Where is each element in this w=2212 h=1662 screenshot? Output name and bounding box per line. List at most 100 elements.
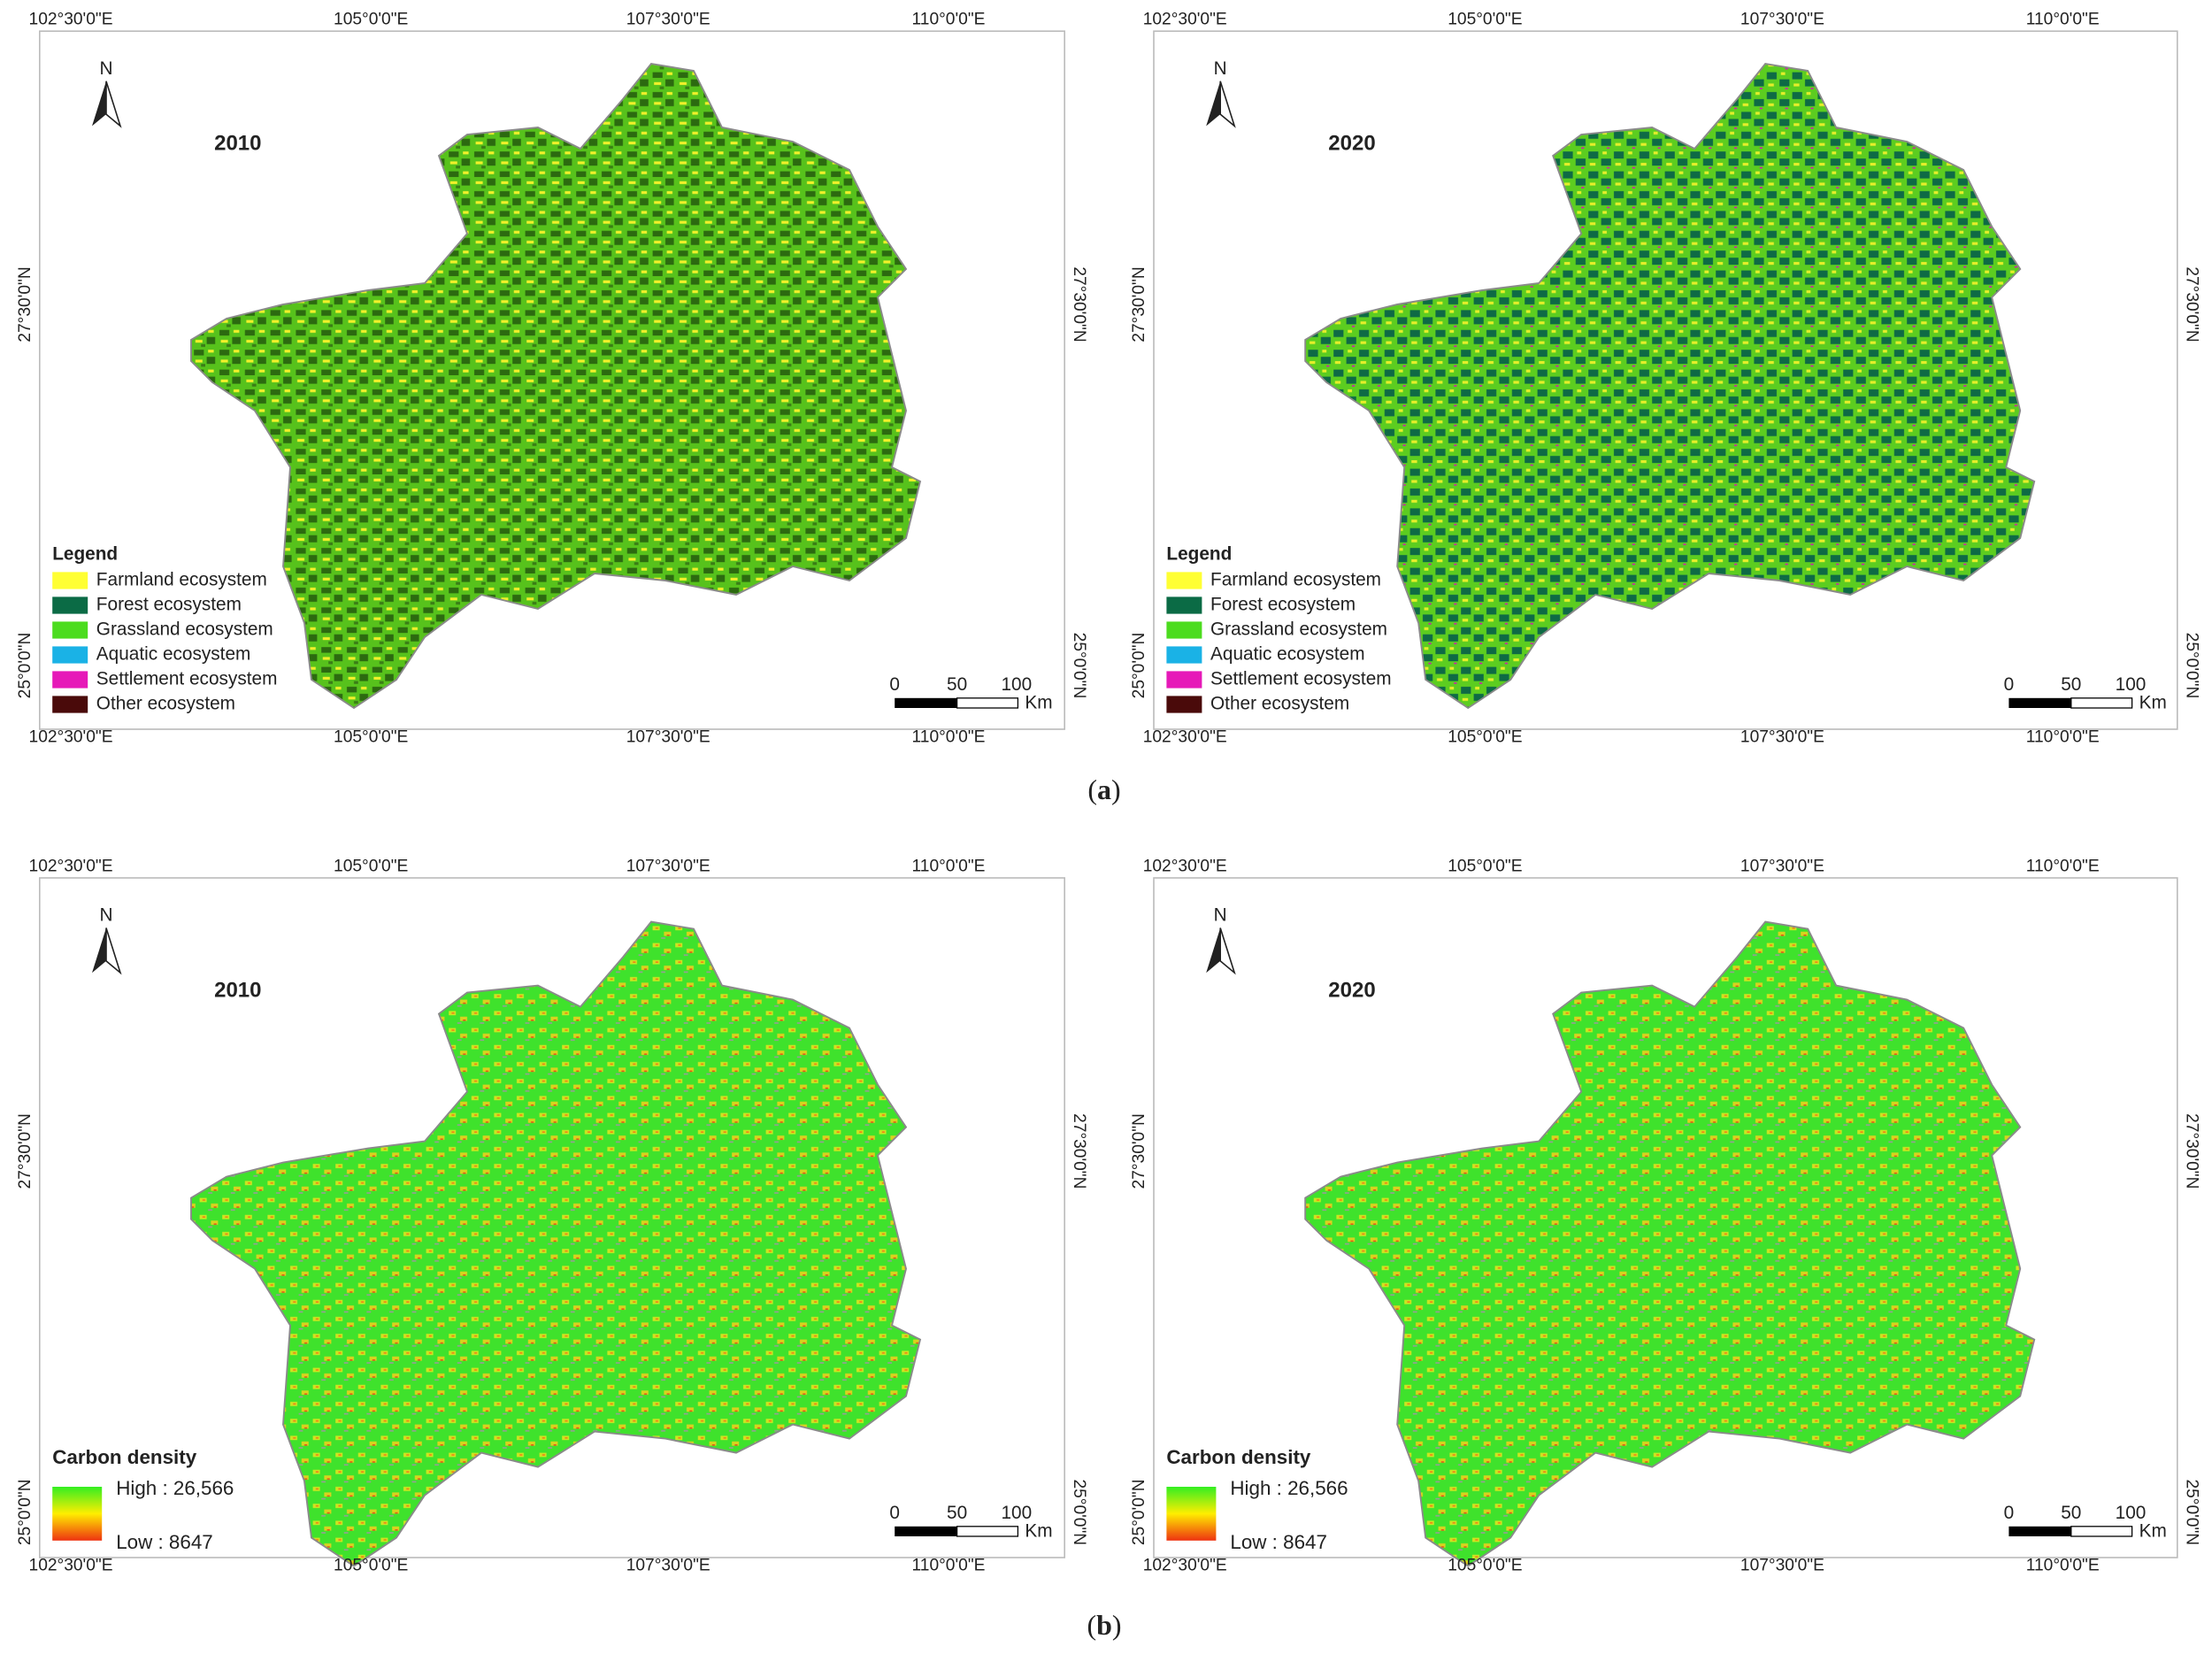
scale-label: 0 xyxy=(889,1503,900,1523)
scale-label: 100 xyxy=(2116,1503,2147,1523)
scale-bar xyxy=(956,697,1019,709)
legend-swatch xyxy=(52,646,88,664)
legend-label: Other ecosystem xyxy=(1210,694,1349,714)
longitude-label: 110°0'0"E xyxy=(2026,857,2100,875)
longitude-label: 102°30'0"E xyxy=(29,10,113,28)
scale-unit: Km xyxy=(2139,1521,2167,1542)
scale-bar xyxy=(895,697,957,708)
legend-swatch xyxy=(1166,621,1202,639)
longitude-label: 102°30'0"E xyxy=(1143,857,1227,875)
longitude-label: 105°0'0"E xyxy=(1448,857,1522,875)
legend-swatch xyxy=(52,572,88,589)
longitude-label: 105°0'0"E xyxy=(334,857,408,875)
north-label: N xyxy=(99,905,112,926)
longitude-label: 105°0'0"E xyxy=(334,1557,408,1575)
latitude-label: 25°0'0"N xyxy=(16,633,35,699)
legend-label: Other ecosystem xyxy=(96,694,235,714)
longitude-label: 110°0'0"E xyxy=(2026,728,2100,747)
caption-part: ) xyxy=(1112,1609,1122,1641)
north-label: N xyxy=(99,58,112,79)
legend-label: Forest ecosystem xyxy=(1210,595,1356,615)
legend-swatch xyxy=(52,596,88,614)
latitude-label: 27°30'0"N xyxy=(2183,1113,2201,1189)
caption-part: ( xyxy=(1087,773,1097,805)
longitude-label: 110°0'0"E xyxy=(912,728,986,747)
legend-label: Aquatic ecosystem xyxy=(96,644,251,665)
scale-label: 0 xyxy=(889,674,900,695)
scale-bar xyxy=(956,1526,1019,1537)
scale-bar xyxy=(2070,697,2133,709)
legend-label: Farmland ecosystem xyxy=(96,570,267,590)
legend-label: Grassland ecosystem xyxy=(96,619,273,640)
caption-part: ( xyxy=(1087,1609,1096,1641)
year-label: 2020 xyxy=(1328,978,1375,1002)
latitude-label: 27°30'0"N xyxy=(1130,266,1148,342)
legend-gradient xyxy=(52,1487,103,1541)
longitude-label: 105°0'0"E xyxy=(1448,10,1522,28)
legend-label: Farmland ecosystem xyxy=(1210,570,1381,590)
longitude-label: 105°0'0"E xyxy=(1448,1557,1522,1575)
scale-label: 0 xyxy=(2004,674,2015,695)
scale-bar xyxy=(2008,697,2071,708)
latitude-label: 27°30'0"N xyxy=(1070,266,1088,342)
longitude-label: 105°0'0"E xyxy=(334,10,408,28)
legend-swatch xyxy=(1166,671,1202,689)
legend-high: High : 26,566 xyxy=(1230,1477,1348,1499)
legend-gradient xyxy=(1166,1487,1217,1541)
map-panel: 102°30'0"E 105°0'0"E 107°30'0"E 110°0'0"E 10… xyxy=(16,857,1088,1574)
legend-high: High : 26,566 xyxy=(116,1477,234,1499)
legend-swatch xyxy=(1166,572,1202,589)
latitude-label: 27°30'0"N xyxy=(2183,266,2201,342)
map-panel: 102°30'0"E 105°0'0"E 107°30'0"E 110°0'0"E 10… xyxy=(1130,10,2201,746)
legend-label: Aquatic ecosystem xyxy=(1210,644,1365,665)
scale-label: 100 xyxy=(1001,674,1032,695)
legend-swatch xyxy=(52,671,88,689)
scale-label: 50 xyxy=(947,674,967,695)
longitude-label: 105°0'0"E xyxy=(334,728,408,747)
legend-title: Carbon density xyxy=(52,1446,197,1468)
longitude-label: 102°30'0"E xyxy=(1143,10,1227,28)
caption-part: ) xyxy=(1111,773,1121,805)
map-panel: 102°30'0"E 105°0'0"E 107°30'0"E 110°0'0"E 10… xyxy=(1130,857,2201,1574)
scale-bar xyxy=(895,1526,957,1536)
legend-low: Low : 8647 xyxy=(1230,1531,1327,1553)
legend-swatch xyxy=(52,621,88,639)
longitude-label: 107°30'0"E xyxy=(1740,1557,1824,1575)
longitude-label: 107°30'0"E xyxy=(626,728,710,747)
latitude-label: 25°0'0"N xyxy=(1070,633,1088,699)
longitude-label: 110°0'0"E xyxy=(912,857,986,875)
legend-swatch xyxy=(1166,596,1202,614)
legend-swatch xyxy=(1166,696,1202,713)
scale-label: 50 xyxy=(2061,674,2081,695)
year-label: 2020 xyxy=(1328,132,1375,156)
legend-title: Legend xyxy=(1166,544,1232,565)
latitude-label: 25°0'0"N xyxy=(1130,633,1148,699)
longitude-label: 102°30'0"E xyxy=(29,857,113,875)
longitude-label: 102°30'0"E xyxy=(1143,1557,1227,1575)
longitude-label: 102°30'0"E xyxy=(29,728,113,747)
longitude-label: 107°30'0"E xyxy=(626,10,710,28)
scale-label: 50 xyxy=(2061,1503,2081,1523)
latitude-label: 25°0'0"N xyxy=(16,1479,35,1545)
latitude-label: 25°0'0"N xyxy=(2183,1479,2201,1545)
caption: (a) xyxy=(1087,773,1120,805)
scale-bar xyxy=(2070,1526,2133,1537)
north-label: N xyxy=(1214,905,1227,926)
latitude-label: 27°30'0"N xyxy=(1070,1113,1088,1189)
scale-unit: Km xyxy=(1025,693,1052,713)
longitude-label: 107°30'0"E xyxy=(1740,857,1824,875)
legend-label: Settlement ecosystem xyxy=(96,669,278,689)
scale-unit: Km xyxy=(1025,1521,1052,1542)
legend-label: Settlement ecosystem xyxy=(1210,669,1392,689)
legend-low: Low : 8647 xyxy=(116,1531,213,1553)
longitude-label: 102°30'0"E xyxy=(29,1557,113,1575)
scale-label: 100 xyxy=(2116,674,2147,695)
caption-part: b xyxy=(1096,1609,1112,1641)
longitude-label: 110°0'0"E xyxy=(912,10,986,28)
scale-label: 100 xyxy=(1001,1503,1032,1523)
longitude-label: 102°30'0"E xyxy=(1143,728,1227,747)
longitude-label: 110°0'0"E xyxy=(912,1557,986,1575)
legend-label: Forest ecosystem xyxy=(96,595,242,615)
legend-title: Carbon density xyxy=(1166,1446,1311,1468)
longitude-label: 110°0'0"E xyxy=(2026,10,2100,28)
